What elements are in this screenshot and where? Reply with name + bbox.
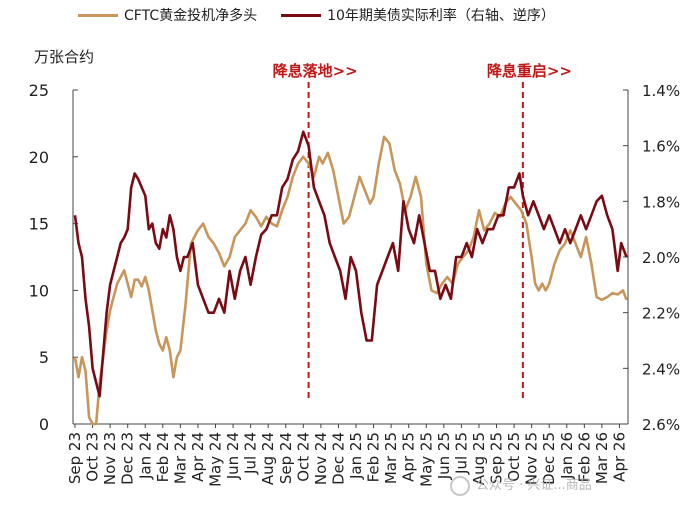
x-tick-label: Nov 24 xyxy=(312,432,330,485)
x-tick-label: Jul 25 xyxy=(452,432,470,475)
x-tick-label: Dec 24 xyxy=(329,432,347,485)
annotation-label: 降息落地>> xyxy=(273,62,358,80)
x-tick-label: Oct 23 xyxy=(84,432,102,482)
y-right-tick-label: 2.4% xyxy=(642,360,680,378)
y-left-tick-label: 10 xyxy=(29,281,49,300)
x-tick-label: Jan 26 xyxy=(558,432,576,480)
series-line-cftc xyxy=(73,135,628,426)
x-tick-label: Jun 24 xyxy=(224,432,242,480)
annotation-label: 降息重启>> xyxy=(487,62,572,80)
x-tick-label: Oct 24 xyxy=(294,432,312,482)
x-tick-label: Nov 23 xyxy=(101,432,119,485)
y-axis-unit-label: 万张合约 xyxy=(34,48,95,66)
watermark-text: 公众号 · 兴证...商品 xyxy=(476,478,592,493)
wechat-logo-icon xyxy=(450,475,470,496)
x-tick-label: Feb 24 xyxy=(154,432,172,482)
x-tick-label: Sep 25 xyxy=(488,432,506,484)
legend-item-cftc: CFTC黄金投机净多头 xyxy=(78,5,257,25)
legend-swatch-real-rate xyxy=(281,13,322,17)
x-tick-label: Sep 23 xyxy=(66,432,84,484)
y-left-tick-label: 25 xyxy=(29,81,49,100)
y-right-tick-label: 2.2% xyxy=(642,305,680,323)
y-right-tick-label: 1.4% xyxy=(642,82,680,100)
y-left-tick-label: 0 xyxy=(39,415,49,434)
x-tick-label: Mar 25 xyxy=(382,432,400,484)
y-right-tick-label: 1.8% xyxy=(642,193,680,211)
x-tick-label: Oct 25 xyxy=(505,432,523,482)
legend-swatch-cftc xyxy=(78,13,118,17)
legend: CFTC黄金投机净多头 10年期美债实际利率（右轴、逆序） xyxy=(78,4,579,26)
x-tick-label: Feb 25 xyxy=(365,432,383,482)
x-tick-label: Mar 26 xyxy=(593,432,611,484)
x-tick-label: Jul 24 xyxy=(242,432,260,475)
series-line-real-rate xyxy=(73,130,628,398)
y-left-tick-label: 15 xyxy=(29,215,49,234)
x-tick-label: Jun 25 xyxy=(435,432,453,480)
x-tick-label: Apr 24 xyxy=(189,432,207,482)
x-tick-label: Aug 24 xyxy=(259,432,277,485)
x-tick-label: Aug 25 xyxy=(470,432,488,485)
x-tick-label: Mar 24 xyxy=(171,432,189,484)
x-tick-label: Jan 25 xyxy=(347,432,365,480)
x-tick-label: Feb 26 xyxy=(575,432,593,482)
legend-label-real-rate: 10年期美债实际利率（右轴、逆序） xyxy=(327,8,555,24)
y-right-tick-label: 1.6% xyxy=(642,138,680,156)
x-tick-label: Dec 23 xyxy=(119,432,137,485)
x-tick-label: Apr 26 xyxy=(610,432,628,482)
x-tick-label: Jan 24 xyxy=(136,432,154,480)
y-right-tick-label: 2.6% xyxy=(642,416,680,434)
x-tick-label: Sep 24 xyxy=(277,432,295,484)
x-tick-label: May 25 xyxy=(417,432,435,487)
watermark: 公众号 · 兴证...商品 xyxy=(450,474,592,496)
y-left-tick-label: 20 xyxy=(29,148,49,167)
y-right-tick-label: 2.0% xyxy=(642,249,680,267)
x-tick-label: May 24 xyxy=(207,432,225,487)
legend-item-real-rate: 10年期美债实际利率（右轴、逆序） xyxy=(281,5,555,25)
x-tick-label: Apr 25 xyxy=(400,432,418,482)
legend-label-cftc: CFTC黄金投机净多头 xyxy=(124,8,258,24)
x-tick-label: Nov 25 xyxy=(523,432,541,485)
x-tick-label: Dec 25 xyxy=(540,432,558,485)
y-left-tick-label: 5 xyxy=(39,348,49,367)
